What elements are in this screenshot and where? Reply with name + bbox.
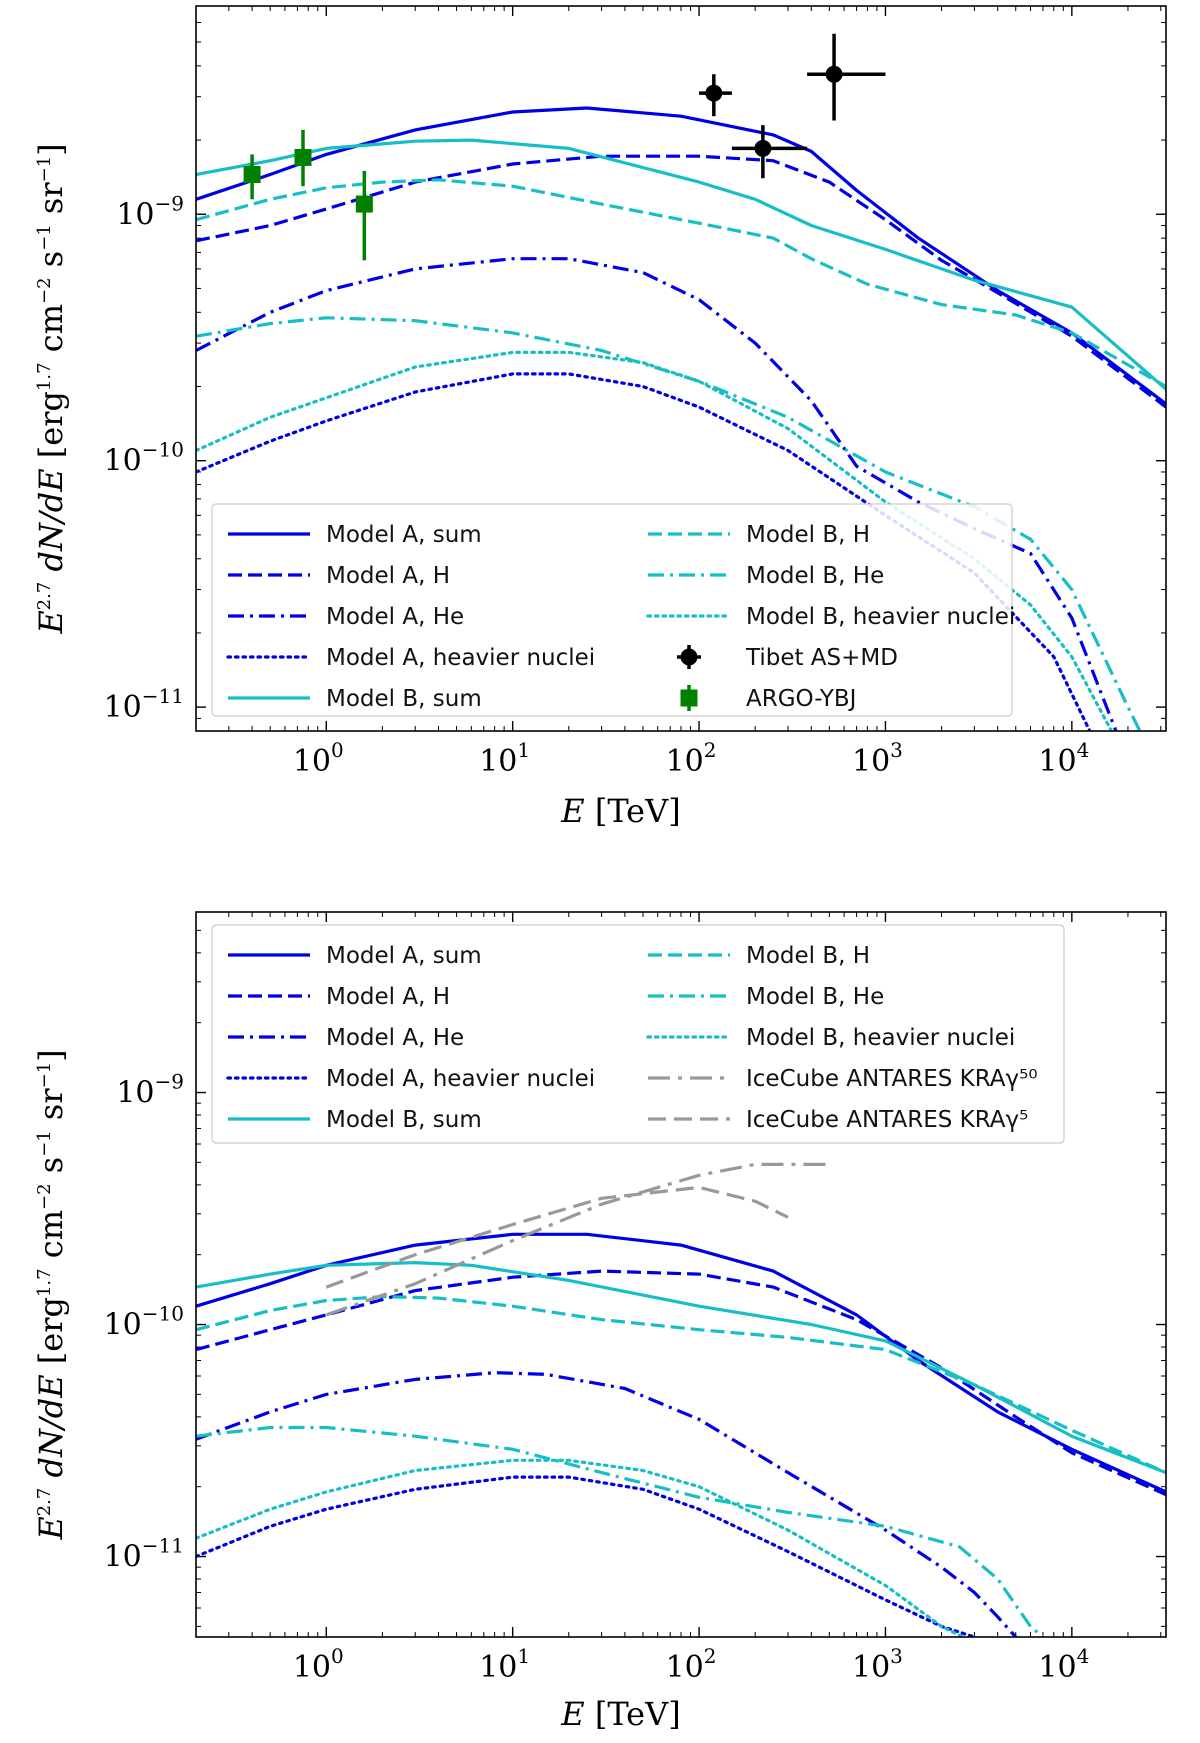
legend-label: ARGO-YBJ [746,686,856,712]
legend-label: Model B, heavier nuclei [746,604,1015,630]
x-tick-label: 100 [293,738,344,779]
x-axis-label: E [TeV] [560,1695,680,1733]
data-point [825,65,843,83]
legend-label: IceCube ANTARES KRAγ⁵ [746,1107,1028,1133]
series-line [196,316,1142,731]
legend-label: Model B, H [746,943,870,969]
y-tick-label: 10−9 [116,191,184,232]
series-line [196,106,1166,406]
x-tick-label: 101 [479,1644,530,1685]
y-tick-label: 10−9 [116,1070,184,1111]
series-line [196,1458,965,1637]
x-tick-label: 100 [293,1644,344,1685]
legend-label: Model B, sum [326,1107,482,1133]
y-axis-label: E2.7 dN/dE [erg1.7 cm−2 s−1 sr−1] [32,1049,70,1540]
legend-frame [211,924,1065,1144]
legend-label: Model A, He [326,604,464,630]
series-line [196,1425,1045,1637]
series-line [196,1295,1166,1475]
data-point [754,139,772,157]
top-panel: 100 101 102 103 104 10−11 10−10 10−9 Model A, su… [32,5,1167,830]
x-tick-label: 104 [1038,1644,1089,1685]
legend-label: Model B, He [746,563,884,589]
series-line [325,1162,830,1317]
legend-label: Tibet AS+MD [745,645,898,671]
x-tick-label: 102 [666,738,717,779]
legend: Model A, sum Model A, H Model A, He Model A… [211,503,1015,717]
y-tick-label: 10−11 [104,1534,184,1575]
data-point [243,165,261,183]
y-tick-label: 10−10 [104,1302,184,1343]
bottom-panel: 100 101 102 103 104 10−11 10−10 10−9 Model A, su… [32,911,1167,1733]
legend-frame [211,503,1013,717]
x-tick-label: 103 [852,1644,903,1685]
x-tick-label: 104 [1038,738,1089,779]
legend-label: IceCube ANTARES KRAγ⁵⁰ [746,1066,1038,1092]
data-point [355,195,373,213]
series-line [196,350,1114,731]
y-tick-label: 10−11 [104,684,184,725]
legend-label: Model B, H [746,522,870,548]
series-line [196,1371,1017,1637]
legend-label: Model A, H [326,563,450,589]
legend-label: Model A, heavier nuclei [326,1066,595,1092]
legend-label: Model B, He [746,984,884,1010]
data-point [294,148,312,166]
x-tick-label: 101 [479,738,530,779]
series-line [196,372,1092,731]
series-line [196,1475,976,1637]
plot-frame [195,5,1167,732]
series-line [196,178,1166,388]
series-line [325,1185,789,1289]
legend: Model A, sum Model A, H Model A, He Model A… [211,924,1065,1144]
legend-marker [680,648,698,666]
legend-label: Model A, sum [326,943,482,969]
y-tick-label: 10−10 [104,438,184,479]
x-axis-label: E [TeV] [560,792,680,830]
legend-label: Model B, heavier nuclei [746,1025,1015,1051]
plot-frame [195,911,1167,1638]
legend-marker [680,689,698,707]
legend-label: Model A, H [326,984,450,1010]
x-tick-label: 102 [666,1644,717,1685]
series-line [196,1261,1166,1475]
series-line [196,154,1166,409]
legend-label: Model B, sum [326,686,482,712]
legend-label: Model A, sum [326,522,482,548]
data-point [705,84,723,102]
y-axis-label: E2.7 dN/dE [erg1.7 cm−2 s−1 sr−1] [32,143,70,634]
legend-label: Model A, He [326,1025,464,1051]
legend-label: Model A, heavier nuclei [326,645,595,671]
series-line [196,1269,1166,1497]
series-line [196,138,1166,391]
x-tick-label: 103 [852,738,903,779]
series-group [196,1162,1166,1637]
